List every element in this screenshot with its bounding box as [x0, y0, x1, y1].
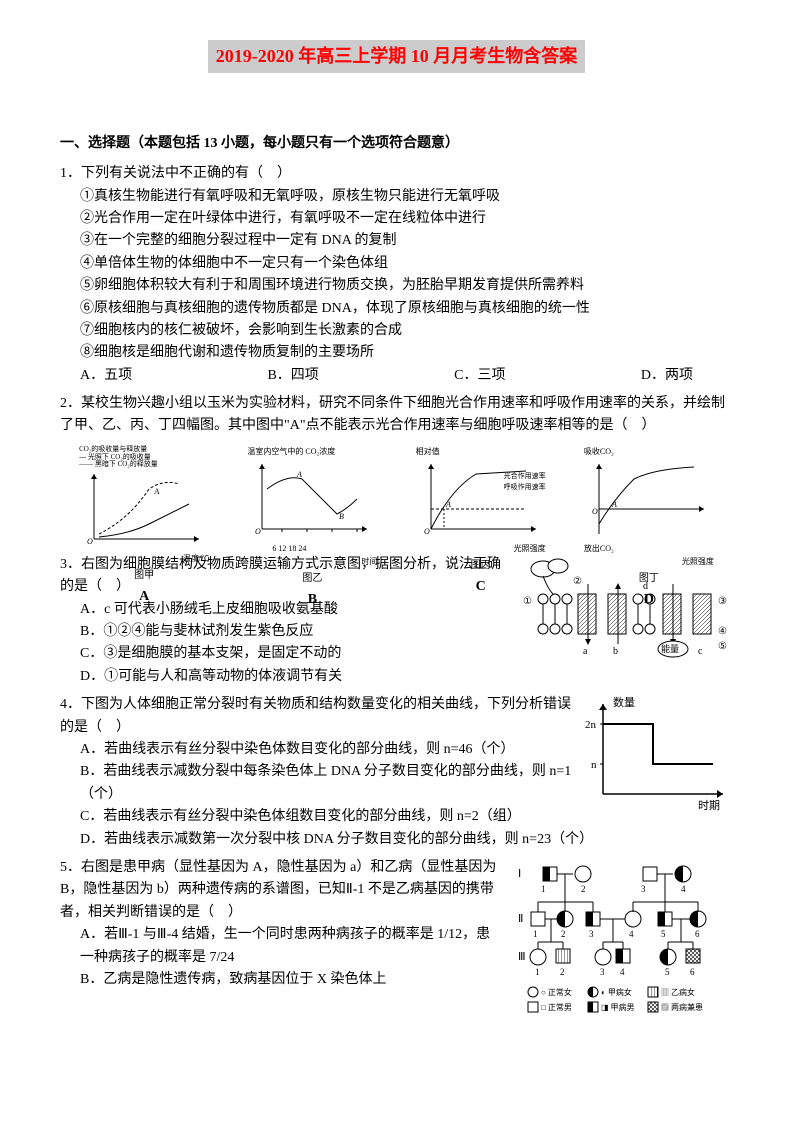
svg-text:2: 2 — [560, 967, 565, 977]
chart-yi-svg: A B O — [247, 459, 377, 539]
svg-text:Ⅱ: Ⅱ — [518, 913, 523, 925]
svg-text:◨ 甲病男: ◨ 甲病男 — [601, 1002, 635, 1012]
svg-text:③: ③ — [718, 596, 727, 607]
chart-bing-xlabel: 光照强度 — [416, 543, 546, 556]
chart-jia: CO₂的吸收量与释放量 --- 光照下 CO₂的吸收量 —— 黑暗下 CO₂的释… — [79, 446, 209, 546]
chart-ding-ylabel2: 放出CO₂ — [584, 543, 714, 556]
svg-text:4: 4 — [629, 929, 634, 939]
svg-text:5: 5 — [665, 967, 670, 977]
svg-text:2: 2 — [561, 929, 566, 939]
chart-jia-label: 图甲 — [79, 568, 209, 584]
chart-ding-label: 图丁 — [584, 571, 714, 587]
chart-yi-letter: B — [247, 589, 377, 611]
question-1: 1．下列有关说法中不正确的有（ ） ①真核生物能进行有氧呼吸和无氧呼吸，原核生物… — [60, 163, 733, 387]
svg-text:Ⅲ: Ⅲ — [518, 951, 526, 963]
q1-item: ②光合作用一定在叶绿体中进行，有氧呼吸不一定在线粒体中进行 — [80, 208, 733, 230]
svg-text:3: 3 — [641, 884, 646, 894]
svg-text:时期: 时期 — [698, 799, 720, 812]
q1-item: ③在一个完整的细胞分裂过程中一定有 DNA 的复制 — [80, 230, 733, 252]
chart-bing-letter: C — [416, 576, 546, 598]
q1-option-d: D．两项 — [641, 365, 693, 387]
chart-bing-curve1: 光合作用速率 — [504, 471, 546, 482]
chart-bing-ylabel: 相对值 — [416, 446, 546, 459]
svg-text:5: 5 — [661, 929, 666, 939]
q2-stem: 2．某校生物兴趣小组以玉米为实验材料，研究不同条件下细胞光合作用速率和呼吸作用速… — [60, 393, 733, 438]
chart-jia-xlabel: 温度/℃ — [79, 553, 209, 566]
chart-ding-letter: D — [584, 589, 714, 611]
svg-text:4: 4 — [681, 884, 686, 894]
svg-text:A: A — [445, 500, 451, 509]
q3-option-d: D．①可能与人和高等动物的体液调节有关 — [80, 666, 733, 688]
svg-text:A: A — [154, 487, 160, 496]
svg-text:A: A — [611, 500, 617, 509]
chart-bing: 相对值 A O 光合作用速率 呼吸作用速率 光照强度 图丙 C — [416, 446, 546, 546]
svg-text:2n: 2n — [585, 719, 597, 731]
svg-text:⑤: ⑤ — [718, 641, 727, 652]
chart-yi-xlabel: 时间 — [247, 556, 377, 569]
q1-item: ⑤卵细胞体积较大有利于和周围环境进行物质交换，为胚胎早期发育提供所需养料 — [80, 275, 733, 297]
chart-jia-svg: A O — [79, 469, 209, 549]
svg-text:②: ② — [573, 576, 582, 587]
question-4: 2n n 数量 时期 4．下图为人体细胞正常分裂时有关物质和结构数量变化的相关曲… — [60, 694, 733, 851]
svg-text:O: O — [255, 527, 261, 536]
svg-text:b: b — [613, 646, 618, 657]
q4-option-d: D．若曲线表示减数第一次分裂中核 DNA 分子数目变化的部分曲线，则 n=23（… — [80, 829, 733, 851]
svg-text:6: 6 — [690, 967, 695, 977]
q1-item: ①真核生物能进行有氧呼吸和无氧呼吸，原核生物只能进行无氧呼吸 — [80, 186, 733, 208]
q1-item: ⑥原核细胞与真核细胞的遗传物质都是 DNA，体现了原核细胞与真核细胞的统一性 — [80, 298, 733, 320]
question-2: 2．某校生物兴趣小组以玉米为实验材料，研究不同条件下细胞光合作用速率和呼吸作用速… — [60, 393, 733, 546]
svg-text:1: 1 — [535, 967, 540, 977]
chart-jia-letter: A — [79, 586, 209, 608]
svg-text:A: A — [296, 470, 302, 479]
svg-text:B: B — [339, 512, 344, 521]
chart-bing-curve2: 呼吸作用速率 — [504, 482, 546, 493]
q1-item: ⑧细胞核是细胞代谢和遗传物质复制的主要场所 — [80, 342, 733, 364]
chart-ding-ylabel1: 吸收CO₂ — [584, 446, 714, 459]
chart-yi-ylabel: 温室内空气中的 CO₂浓度 — [247, 446, 377, 459]
svg-text:◐ 甲病女: ◐ 甲病女 — [601, 987, 632, 997]
chart-yi: 温室内空气中的 CO₂浓度 A B O 6 12 18 24 时间 图乙 B — [247, 446, 377, 546]
q1-item: ⑦细胞核内的核仁被破坏，会影响到生长激素的合成 — [80, 320, 733, 342]
svg-text:Ⅰ: Ⅰ — [518, 868, 521, 880]
chart-yi-xticks: 6 12 18 24 — [272, 543, 377, 556]
svg-text:n: n — [591, 759, 597, 771]
page-title: 2019-2020 年高三上学期 10 月月考生物含答案 — [208, 40, 586, 73]
q1-option-b: B．四项 — [267, 365, 318, 387]
pedigree-diagram: 1 2 3 4 Ⅰ 1 — [513, 857, 733, 1017]
svg-text:O: O — [87, 537, 93, 546]
chart-bing-label: 图丙 — [416, 558, 546, 574]
svg-text:▥ 乙病女: ▥ 乙病女 — [661, 987, 695, 997]
q1-item: ④单倍体生物的体细胞中不一定只有一个染色体组 — [80, 253, 733, 275]
svg-text:4: 4 — [620, 967, 625, 977]
svg-text:2: 2 — [581, 884, 586, 894]
svg-text:○ 正常女: ○ 正常女 — [541, 987, 572, 997]
svg-text:能量: 能量 — [661, 643, 679, 654]
chart-yi-label: 图乙 — [247, 571, 377, 587]
svg-text:3: 3 — [589, 929, 594, 939]
chart-jia-ylabel3: —— 黑暗下 CO₂的释放量 — [79, 461, 209, 469]
svg-text:c: c — [698, 646, 703, 657]
svg-text:④: ④ — [718, 626, 727, 637]
svg-text:□ 正常男: □ 正常男 — [541, 1003, 572, 1012]
svg-text:O: O — [592, 507, 598, 516]
svg-text:3: 3 — [600, 967, 605, 977]
q1-stem: 1．下列有关说法中不正确的有（ ） — [60, 163, 733, 185]
svg-text:a: a — [583, 646, 588, 657]
svg-text:O: O — [424, 527, 430, 536]
svg-text:6: 6 — [695, 929, 700, 939]
q1-option-a: A．五项 — [80, 365, 132, 387]
q1-option-c: C．三项 — [454, 365, 505, 387]
svg-text:1: 1 — [541, 884, 546, 894]
svg-text:1: 1 — [533, 929, 538, 939]
chart-ding: 吸收CO₂ A O 放出CO₂ 光照强度 图丁 D — [584, 446, 714, 546]
chart-ding-xlabel: 光照强度 — [584, 556, 714, 569]
svg-text:▨ 两病兼患: ▨ 两病兼患 — [661, 1002, 703, 1012]
question-5: 1 2 3 4 Ⅰ 1 — [60, 857, 733, 991]
chart-ding-svg: A O — [584, 459, 714, 539]
svg-text:数量: 数量 — [613, 696, 635, 709]
section-heading: 一、选择题（本题包括 13 小题，每小题只有一个选项符合题意） — [60, 133, 733, 155]
q4-graph: 2n n 数量 时期 — [583, 694, 733, 814]
